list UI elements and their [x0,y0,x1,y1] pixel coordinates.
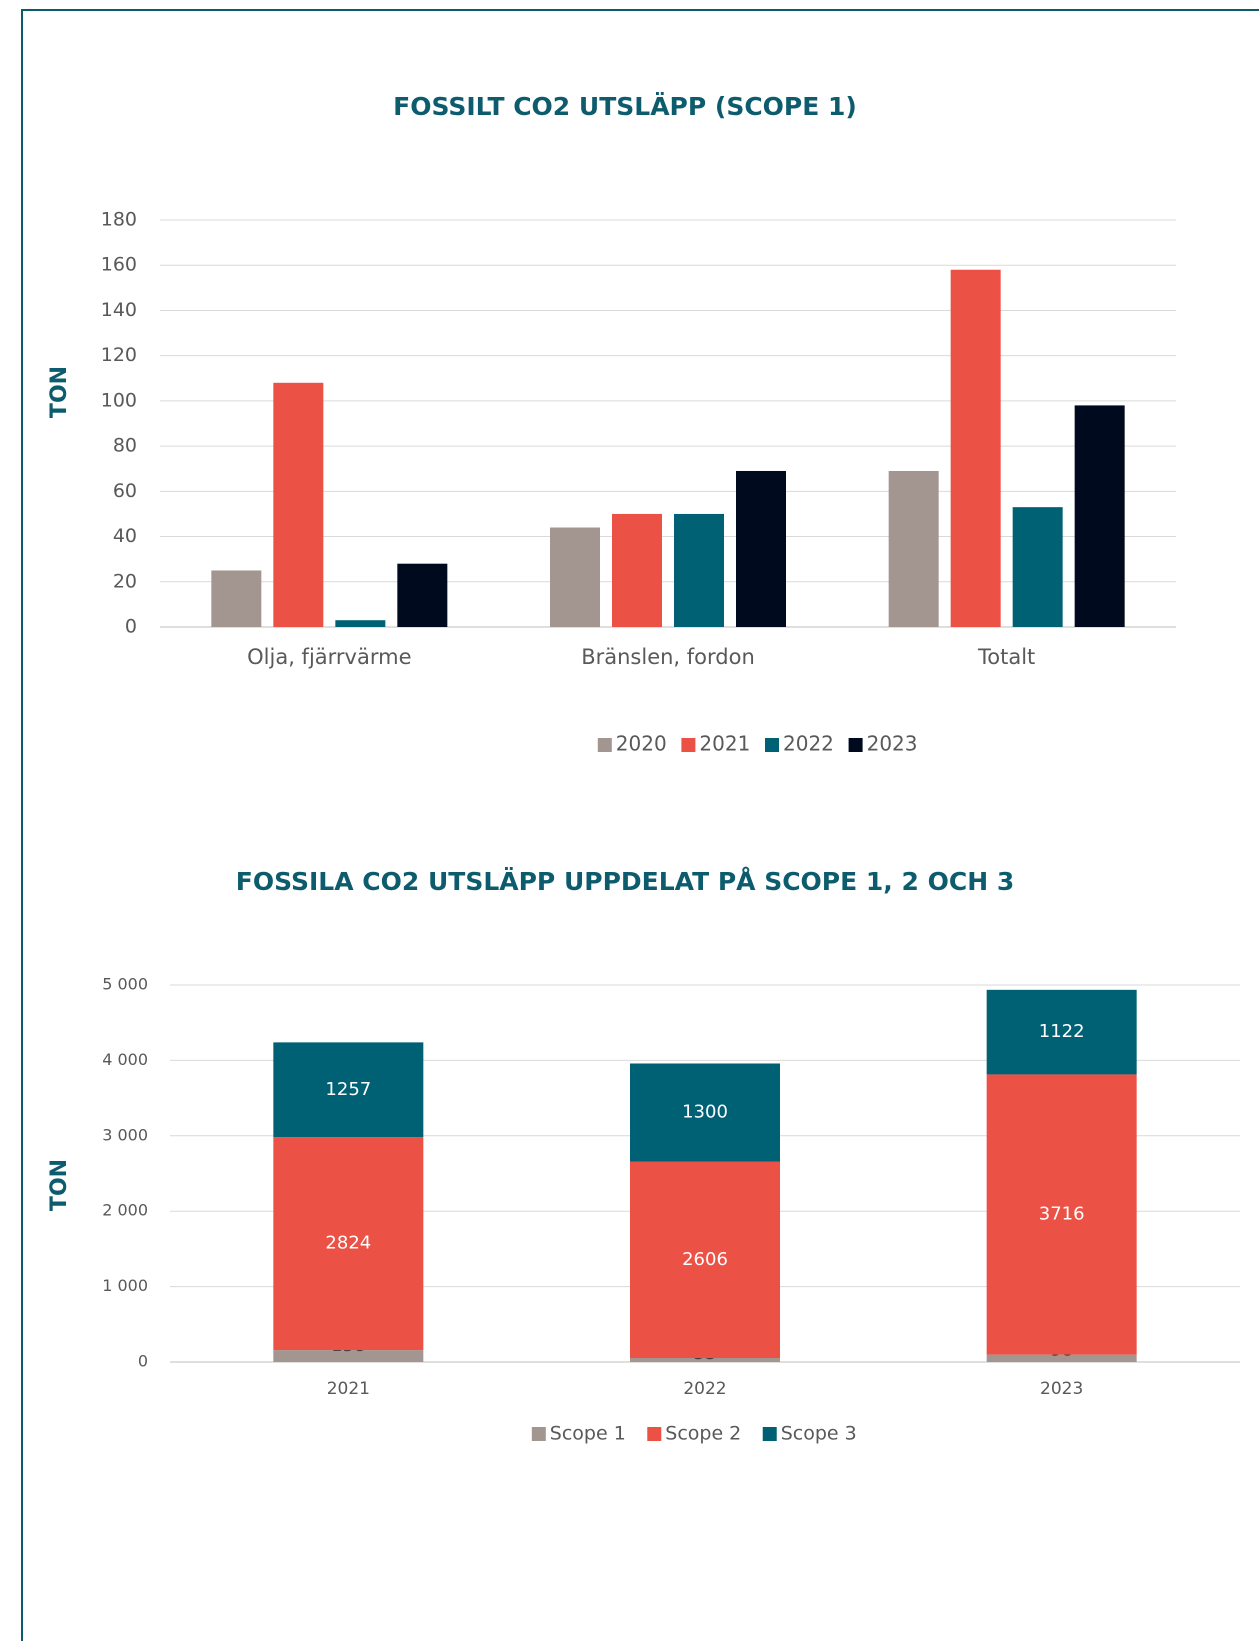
bar [550,527,600,627]
x-tick-label: 2022 [683,1379,726,1399]
bar-segment [986,1354,1137,1362]
bar [888,470,939,627]
x-tick-label: Totalt [977,645,1035,669]
data-label: 2824 [325,1233,371,1254]
bar-segment [273,1042,424,1138]
y-axis-title: TON [47,366,72,418]
bar-segment [630,1161,780,1359]
y-tick-label: 5 000 [102,975,148,994]
x-tick-label: Olja, fjärrvärme [247,645,411,669]
legend-swatch [762,1427,777,1441]
chart-title: FOSSILT CO2 UTSLÄPP (SCOPE 1) [393,91,857,121]
y-tick-label: 160 [101,254,137,276]
bar-segment [630,1063,780,1162]
y-tick-label: 140 [101,299,137,321]
legend-label: Scope 2 [665,1423,741,1445]
bar [211,570,262,627]
y-tick-label: 0 [125,616,137,638]
bar-segment [273,1350,424,1362]
y-tick-label: 1 000 [102,1276,148,1295]
data-label: 1300 [682,1102,728,1123]
legend-label: 2022 [783,732,834,756]
data-label: 1122 [1039,1021,1085,1042]
legend-swatch [531,1427,546,1441]
x-tick-label: Bränslen, fordon [581,645,755,669]
legend-swatch [597,738,612,752]
legend-label: 2023 [867,732,918,756]
legend-label: 2021 [699,732,750,756]
legend-label: Scope 1 [550,1423,626,1445]
y-tick-label: 0 [138,1352,148,1371]
bar [950,269,1001,627]
bar [736,470,786,627]
bar-segment [986,989,1137,1075]
bar-segment [986,1074,1137,1355]
y-tick-label: 80 [113,435,137,457]
y-tick-label: 60 [113,480,137,502]
bar [674,513,724,627]
legend-swatch [681,738,696,752]
bar [335,620,386,627]
y-tick-label: 100 [101,389,137,411]
y-tick-label: 120 [101,344,137,366]
y-tick-label: 2 000 [102,1201,148,1220]
legend-label: 2020 [616,732,667,756]
chart-title: FOSSILA CO2 UTSLÄPP UPPDELAT PÅ SCOPE 1,… [236,866,1014,896]
data-label: 1257 [325,1079,371,1100]
legend-swatch [765,738,779,752]
legend-swatch [848,738,863,752]
data-label: 2606 [682,1249,728,1270]
y-tick-label: 20 [113,570,137,592]
bar-segment [630,1358,780,1362]
y-tick-label: 40 [113,525,137,547]
bar [1074,405,1125,627]
bar-segment [273,1137,424,1351]
bar [397,563,448,627]
bar [1012,507,1063,627]
bar [612,513,662,627]
legend-label: Scope 3 [781,1423,857,1445]
y-tick-label: 4 000 [102,1050,148,1069]
frame [21,9,1259,1641]
x-tick-label: 2021 [327,1379,370,1399]
y-tick-label: 3 000 [102,1125,148,1144]
y-tick-label: 180 [101,209,137,231]
bar [273,382,324,627]
legend-swatch [647,1427,662,1441]
data-label: 3716 [1039,1204,1085,1225]
x-tick-label: 2023 [1040,1379,1083,1399]
y-axis-title: TON [47,1159,72,1211]
